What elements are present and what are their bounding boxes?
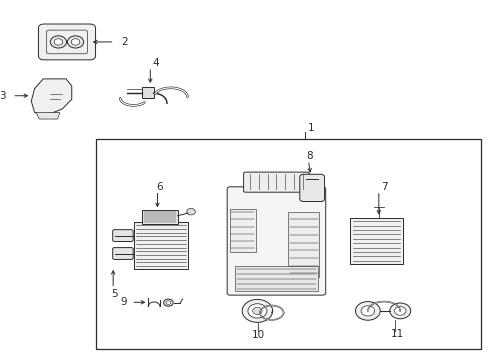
Bar — [142, 210, 177, 224]
Circle shape — [54, 39, 62, 45]
Text: 5: 5 — [111, 289, 118, 299]
Text: 7: 7 — [381, 182, 387, 192]
Bar — [133, 222, 188, 269]
Bar — [234, 266, 318, 291]
Circle shape — [247, 304, 266, 318]
Circle shape — [242, 300, 272, 322]
Bar — [95, 139, 480, 348]
Text: 3: 3 — [0, 91, 6, 101]
FancyBboxPatch shape — [112, 230, 133, 242]
Text: 1: 1 — [307, 123, 313, 133]
Polygon shape — [31, 79, 72, 116]
Text: 10: 10 — [251, 330, 264, 340]
Text: 11: 11 — [390, 329, 404, 339]
Circle shape — [355, 302, 380, 320]
Bar — [229, 209, 256, 252]
Circle shape — [165, 301, 170, 305]
Text: 2: 2 — [122, 37, 128, 47]
FancyBboxPatch shape — [299, 174, 324, 202]
FancyBboxPatch shape — [39, 24, 95, 60]
Circle shape — [394, 307, 405, 315]
Circle shape — [163, 299, 173, 306]
Circle shape — [360, 306, 374, 316]
FancyBboxPatch shape — [112, 248, 133, 260]
Circle shape — [186, 208, 195, 215]
Bar — [349, 218, 402, 264]
Bar — [142, 87, 153, 98]
Text: 4: 4 — [152, 58, 159, 68]
Bar — [288, 212, 319, 277]
Circle shape — [67, 36, 83, 48]
Circle shape — [71, 39, 80, 45]
FancyBboxPatch shape — [243, 172, 309, 192]
FancyBboxPatch shape — [227, 187, 325, 295]
Text: 6: 6 — [156, 182, 163, 192]
Circle shape — [252, 307, 262, 315]
Polygon shape — [36, 113, 60, 119]
Circle shape — [50, 36, 66, 48]
Text: 9: 9 — [120, 297, 126, 307]
Circle shape — [389, 303, 410, 319]
Text: 8: 8 — [306, 151, 312, 161]
